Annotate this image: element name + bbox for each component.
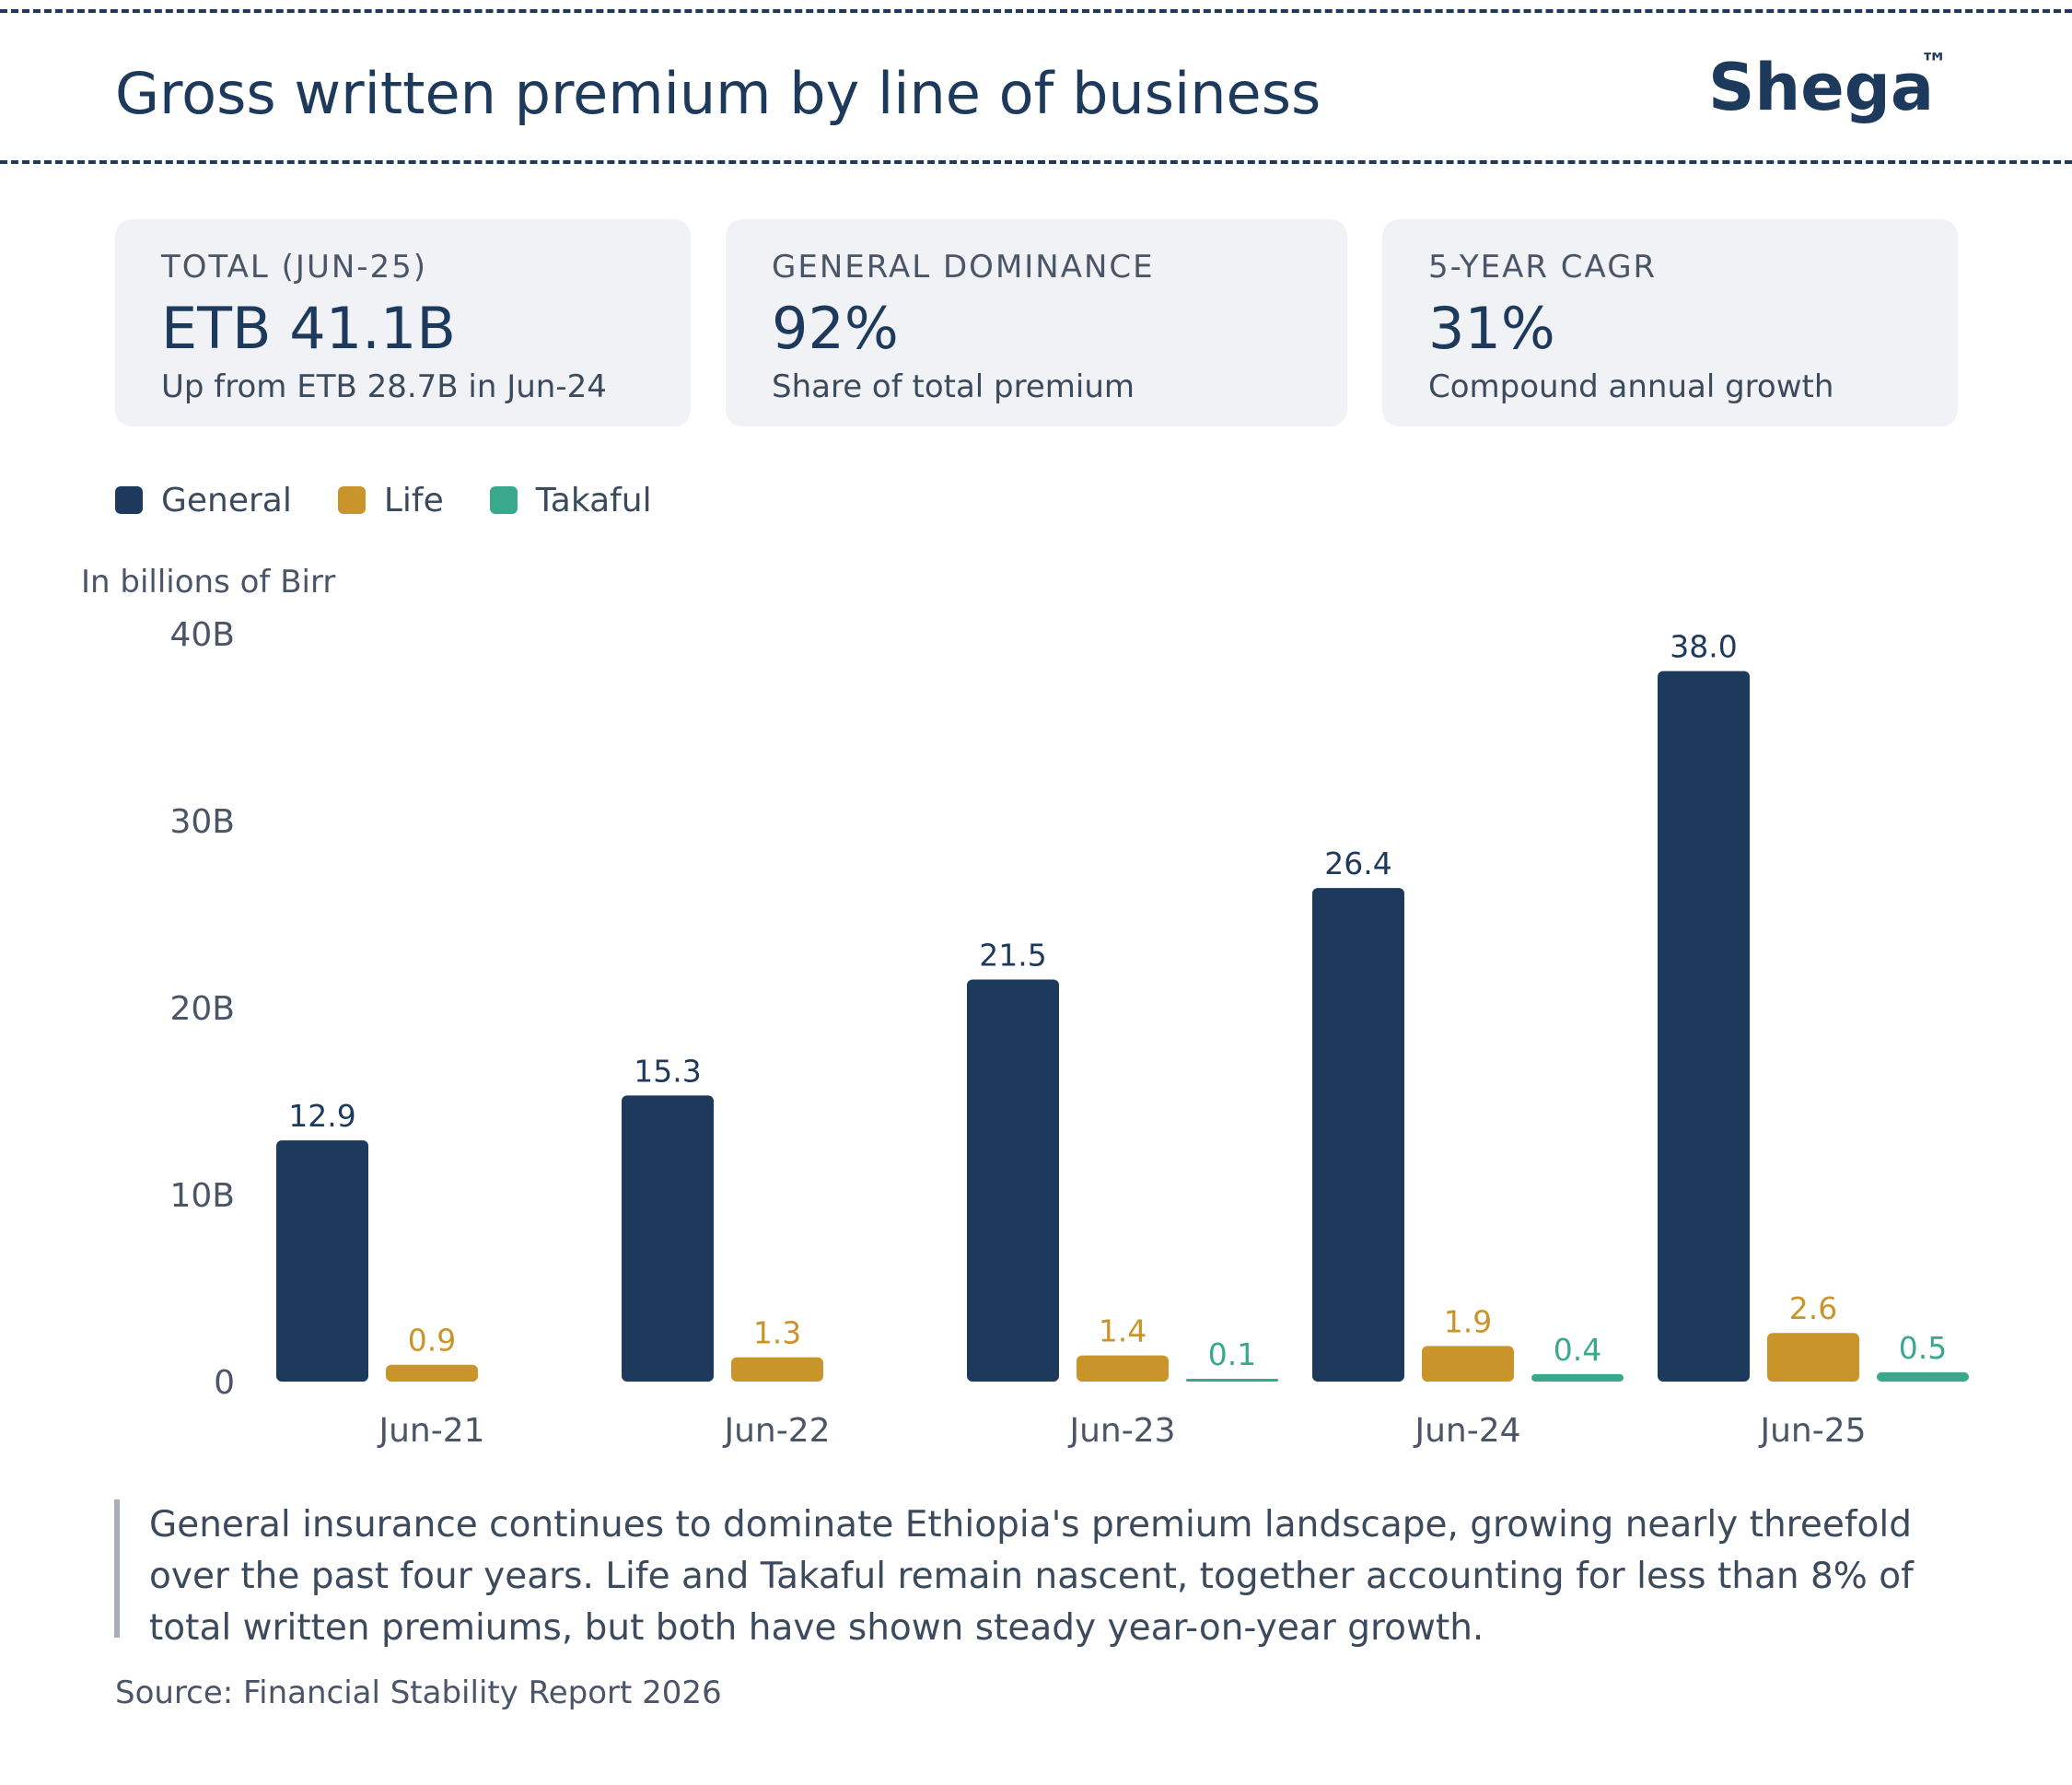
legend-swatch-general <box>115 486 143 514</box>
bar-chart: 0 10B 20B 30B 40B 12.9 0.9 Jun-21 15.3 1.3 Jun-22 2… <box>169 616 1969 1450</box>
legend-label-life: Life <box>383 481 444 519</box>
stat-card-subtitle: Share of total premium <box>772 368 1135 405</box>
y-tick-label: 40B <box>169 616 235 654</box>
stat-card-cagr: 5-YEAR CAGR 31% Compound annual growth <box>1382 219 1958 426</box>
brand-trademark: ™ <box>1920 48 1948 80</box>
data-label-life: 1.9 <box>1444 1303 1492 1339</box>
data-label-general: 12.9 <box>288 1098 355 1134</box>
bar-general <box>276 1140 368 1382</box>
bar-life <box>1422 1346 1514 1382</box>
y-tick-label: 30B <box>169 803 235 841</box>
legend-label-general: General <box>161 481 292 519</box>
legend-item-life: Life <box>337 481 444 519</box>
header-divider <box>0 160 2072 164</box>
x-tick-label: Jun-25 <box>1758 1412 1866 1450</box>
data-label-life: 2.6 <box>1789 1290 1837 1326</box>
bar-life <box>386 1364 478 1382</box>
note-accent-bar <box>114 1499 120 1638</box>
legend-item-takaful: Takaful <box>489 481 652 519</box>
top-divider <box>0 9 2072 13</box>
legend-swatch-life <box>337 486 366 514</box>
x-tick-label: Jun-21 <box>377 1412 484 1450</box>
bar-life <box>731 1357 823 1382</box>
bar-takaful <box>1877 1371 1969 1382</box>
stat-card-value: 92% <box>772 295 899 362</box>
stat-card-subtitle: Up from ETB 28.7B in Jun-24 <box>161 368 607 405</box>
stat-card-value: ETB 41.1B <box>161 295 456 362</box>
data-label-takaful: 0.5 <box>1899 1330 1947 1366</box>
stat-card-dominance: GENERAL DOMINANCE 92% Share of total pre… <box>726 219 1347 426</box>
source-note: Source: Financial Stability Report 2026 <box>115 1674 722 1711</box>
y-tick-label: 0 <box>214 1364 235 1402</box>
data-label-general: 15.3 <box>634 1053 701 1089</box>
chart-legend: General Life Takaful <box>115 479 698 521</box>
x-tick-label: Jun-24 <box>1413 1412 1520 1450</box>
bar-takaful <box>1531 1373 1624 1382</box>
stat-card-total: TOTAL (JUN-25) ETB 41.1B Up from ETB 28.… <box>115 219 691 426</box>
data-label-life: 0.9 <box>408 1323 456 1359</box>
stat-card-value: 31% <box>1428 295 1555 362</box>
bar-general <box>967 979 1059 1382</box>
data-label-takaful: 0.1 <box>1208 1336 1256 1372</box>
stat-card-label: TOTAL (JUN-25) <box>161 249 428 286</box>
data-label-general: 21.5 <box>979 938 1046 974</box>
bar-general <box>622 1095 714 1382</box>
data-label-life: 1.4 <box>1099 1313 1147 1349</box>
x-tick-label: Jun-23 <box>1067 1412 1175 1450</box>
legend-label-takaful: Takaful <box>535 481 652 519</box>
legend-item-general: General <box>115 482 292 519</box>
data-label-takaful: 0.4 <box>1554 1332 1601 1368</box>
bar-general <box>1312 888 1404 1382</box>
stat-card-subtitle: Compound annual growth <box>1428 368 1834 405</box>
bar-life <box>1767 1333 1859 1382</box>
page-title: Gross written premium by line of busines… <box>115 60 1321 127</box>
x-tick-label: Jun-22 <box>722 1412 830 1450</box>
y-axis-label: In billions of Birr <box>81 564 336 601</box>
stat-card-label: GENERAL DOMINANCE <box>772 249 1155 286</box>
brand-logo: Shega <box>1708 50 1935 125</box>
y-tick-label: 20B <box>169 990 235 1028</box>
bar-takaful <box>1186 1379 1278 1382</box>
legend-swatch-takaful <box>489 486 518 514</box>
bar-general <box>1658 671 1750 1382</box>
stat-card-label: 5-YEAR CAGR <box>1428 249 1658 286</box>
data-label-life: 1.3 <box>753 1315 801 1351</box>
data-label-general: 26.4 <box>1324 846 1391 881</box>
bar-life <box>1077 1355 1169 1382</box>
data-label-general: 38.0 <box>1670 629 1737 665</box>
chart-annotation: General insurance continues to dominate … <box>149 1504 1914 1649</box>
y-tick-label: 10B <box>169 1177 235 1215</box>
